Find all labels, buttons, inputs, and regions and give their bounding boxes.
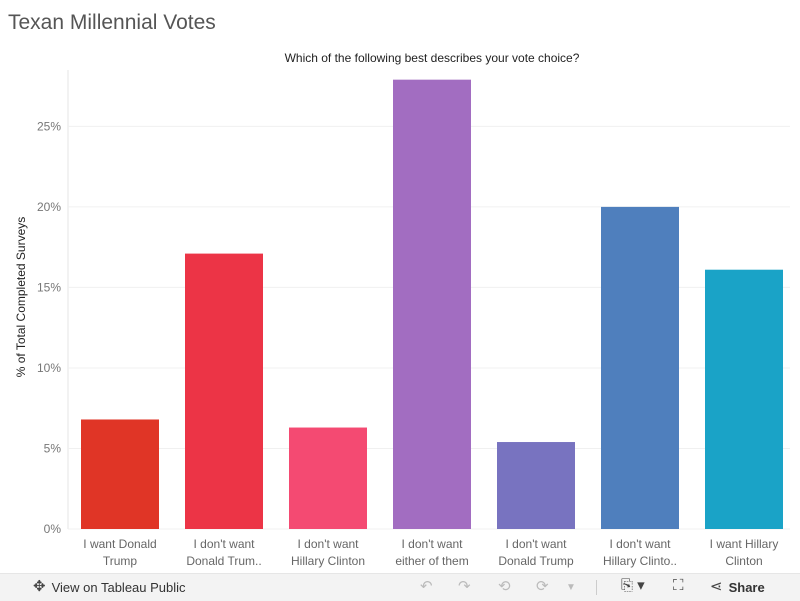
x-category-label: I want Hillary xyxy=(710,537,779,551)
x-category-label: Hillary Clinto.. xyxy=(603,554,677,568)
x-category-label: I don't want xyxy=(194,537,256,551)
x-category-label: Trump xyxy=(103,554,138,568)
y-axis-label: % of Total Completed Surveys xyxy=(14,217,28,378)
bar[interactable] xyxy=(601,206,679,530)
y-tick-label: 0% xyxy=(44,522,62,536)
share-icon: ⋖ xyxy=(710,578,723,595)
fullscreen-icon[interactable]: ⛶ xyxy=(673,577,684,594)
view-on-tableau-public-link[interactable]: ✥ View on Tableau Public xyxy=(33,578,186,596)
share-button[interactable]: ⋖ Share xyxy=(710,578,765,596)
dashboard-title: Texan Millennial Votes xyxy=(8,11,216,34)
view-on-tableau-label: View on Tableau Public xyxy=(51,579,186,595)
y-tick-label: 10% xyxy=(37,361,61,375)
y-tick-label: 20% xyxy=(37,200,61,214)
undo-icon[interactable]: ↶ xyxy=(420,578,433,595)
x-category-label: I don't want xyxy=(298,537,360,551)
share-label: Share xyxy=(728,579,765,595)
bar-chart: 0% 5% 10% 15% 20% 25% I want Donald Trump I don… xyxy=(14,70,790,568)
download-icon[interactable]: ⎘ ▾ xyxy=(621,577,645,594)
redo-icon[interactable]: ↷ xyxy=(458,578,471,595)
x-category-label: I don't want xyxy=(610,537,672,551)
bar[interactable] xyxy=(497,442,575,529)
bar[interactable] xyxy=(185,253,263,529)
y-tick-label: 5% xyxy=(44,441,62,455)
revert-icon[interactable]: ⟲ xyxy=(498,578,511,595)
x-category-label: either of them xyxy=(395,554,468,568)
x-category-label: Donald Trump xyxy=(498,554,574,568)
refresh-icon[interactable]: ⟳ xyxy=(536,578,549,595)
bar[interactable] xyxy=(81,419,159,529)
x-category-label: I don't want xyxy=(506,537,568,551)
tableau-toolbar: ✥ View on Tableau Public ↶ ↷ ⟲ ⟳ ▼ ⎘ ▾ ⛶… xyxy=(0,573,800,601)
x-category-label: Hillary Clinton xyxy=(291,554,365,568)
bar[interactable] xyxy=(289,427,367,529)
tableau-logo-icon: ✥ xyxy=(33,578,46,595)
x-category-label: Clinton xyxy=(725,554,762,568)
bar[interactable] xyxy=(393,79,471,530)
y-tick-label: 15% xyxy=(37,280,61,294)
x-category-label: I don't want xyxy=(402,537,464,551)
pause-dropdown-icon[interactable]: ▼ xyxy=(566,582,576,593)
y-tick-label: 25% xyxy=(37,119,61,133)
bar[interactable] xyxy=(705,269,783,529)
x-category-label: I want Donald xyxy=(83,537,156,551)
chart-title: Which of the following best describes yo… xyxy=(284,51,580,65)
x-category-label: Donald Trum.. xyxy=(186,554,261,568)
